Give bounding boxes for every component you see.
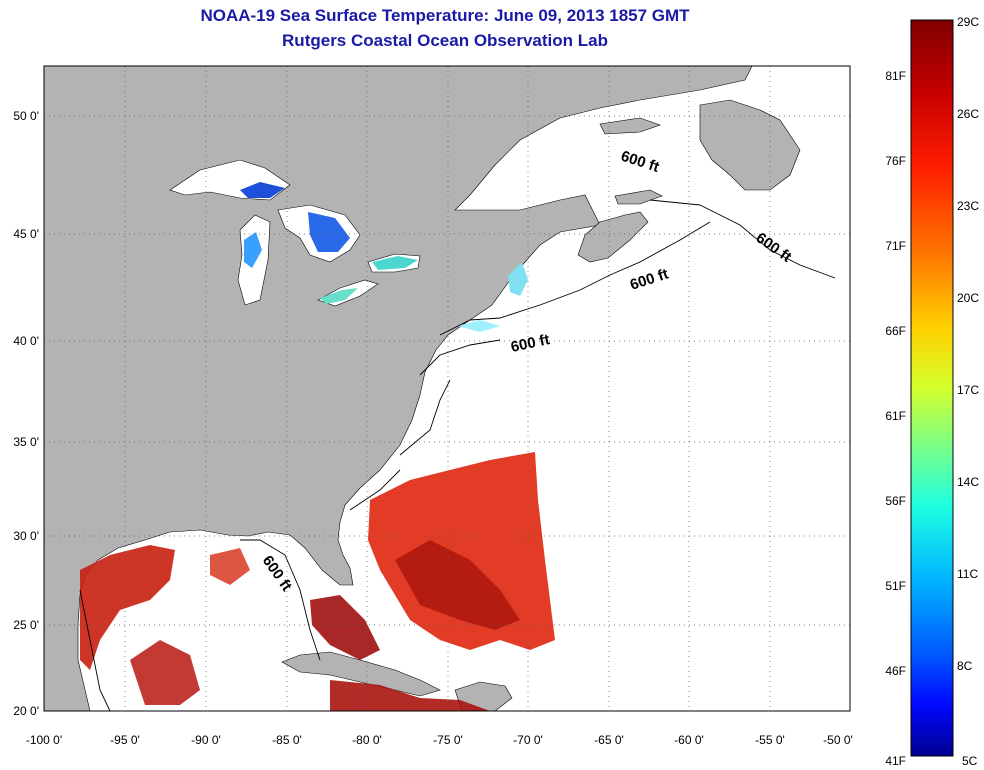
colorbar-f-label: 76F <box>885 154 906 168</box>
map-subtitle: Rutgers Coastal Ocean Observation Lab <box>282 31 608 50</box>
lon-label: -90 0' <box>191 733 221 747</box>
land-anticosti <box>599 117 661 135</box>
colorbar-c-label: 14C <box>957 475 979 489</box>
colorbar-f-label: 81F <box>885 69 906 83</box>
sst-cool-gulf-of-maine <box>508 262 528 296</box>
lon-label: -95 0' <box>110 733 140 747</box>
map-frame <box>43 65 851 712</box>
lat-label: 20 0' <box>13 704 39 718</box>
lon-label: -55 0' <box>755 733 785 747</box>
colorbar-c-label: 20C <box>957 291 979 305</box>
sst-warm-gulf-west <box>80 545 175 670</box>
sst-warm-atlantic-dark <box>395 540 520 630</box>
colorbar-f-label: 46F <box>885 664 906 678</box>
depth-contour-600ft <box>79 199 836 712</box>
lon-label: -75 0' <box>433 733 463 747</box>
colorbar-c-label: 26C <box>957 107 979 121</box>
colorbar-c-label: 29C <box>957 15 979 29</box>
sst-warm-gulf-south <box>130 640 200 705</box>
colorbar-f-label: 56F <box>885 494 906 508</box>
land-newfoundland <box>699 99 801 191</box>
sst-cold-huron <box>308 212 350 252</box>
lon-label: -100 0' <box>26 733 62 747</box>
sst-cool-ontario <box>372 256 418 270</box>
lat-label: 35 0' <box>13 435 39 449</box>
colorbar-c-label: 11C <box>957 567 978 581</box>
lon-label: -70 0' <box>513 733 543 747</box>
colorbar-f-label: 61F <box>885 409 906 423</box>
lat-label: 25 0' <box>13 618 39 632</box>
lon-label: -80 0' <box>352 733 382 747</box>
sst-warm-atlantic <box>368 452 555 650</box>
colorbar-c-label: 23C <box>957 199 979 213</box>
colorbar-f-label: 71F <box>885 239 906 253</box>
lon-label: -50 0' <box>823 733 853 747</box>
sst-warm-gulf-center <box>210 548 250 585</box>
lon-label: -65 0' <box>594 733 624 747</box>
colorbar-f-label: 51F <box>885 579 906 593</box>
sst-cold-superior <box>240 182 285 198</box>
sst-cool-erie <box>320 288 358 304</box>
lon-label: -85 0' <box>272 733 302 747</box>
land-nova-scotia <box>577 211 649 263</box>
colorbar-c-label: 17C <box>957 383 979 397</box>
map-title: NOAA-19 Sea Surface Temperature: June 09… <box>200 6 690 25</box>
colorbar-f-label: 41F <box>885 754 906 768</box>
colorbar <box>910 19 954 757</box>
sst-warm-florida-straits <box>310 595 380 660</box>
lat-label: 45 0' <box>13 227 39 241</box>
lat-label: 50 0' <box>13 109 39 123</box>
lat-label: 40 0' <box>13 334 39 348</box>
colorbar-c-label: 8C <box>957 659 973 673</box>
land-cuba <box>281 651 441 697</box>
sst-warm-caribbean <box>330 680 490 711</box>
sst-cool-nantucket <box>458 320 500 332</box>
sst-cold-michigan <box>244 232 262 268</box>
lon-label: -60 0' <box>674 733 704 747</box>
colorbar-c-label: 5C <box>962 754 978 768</box>
land-north-america <box>44 66 753 711</box>
colorbar-f-label: 66F <box>885 324 906 338</box>
lat-label: 30 0' <box>13 529 39 543</box>
